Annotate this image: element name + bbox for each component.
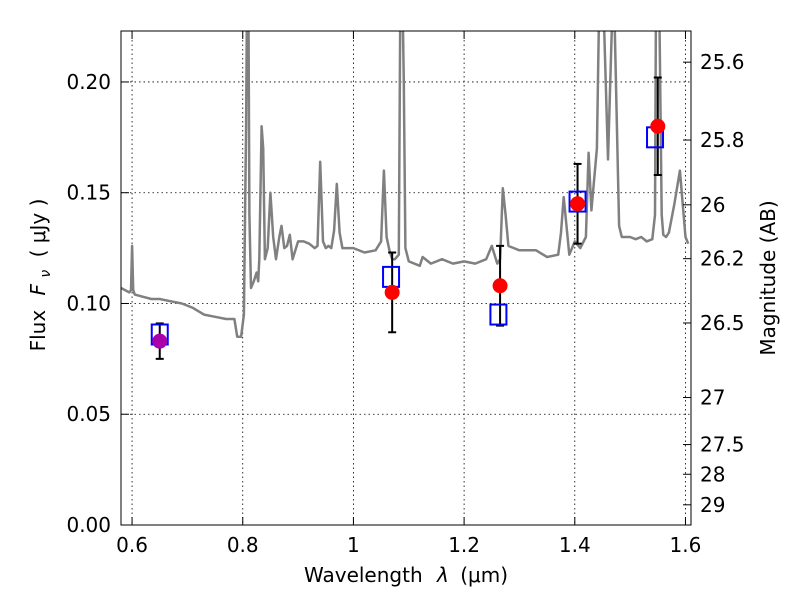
y-tick-label: 0.20 [66,70,111,94]
y2-tick-label: 25.6 [700,50,745,74]
y2-axis-title: Magnitude (AB) [756,200,780,355]
y2-tick-label: 26.2 [700,247,745,271]
y-axis-ticks: 0.00 0.05 0.10 0.15 0.20 [66,70,129,537]
x-tick-label: 1.2 [448,533,480,557]
x-axis-title: Wavelength λ (μm) [304,563,508,587]
model-square [382,265,401,288]
y-tick-label: 0.15 [66,181,111,205]
y2-tick-label: 27 [700,386,725,410]
y-tick-label: 0.10 [66,291,111,315]
x-tick-label: 0.8 [227,533,259,557]
y2-axis-ticks: 25.6 25.8 26 26.2 26.5 27 27.5 28 29 [683,50,745,517]
y-tick-label: 0.00 [66,513,111,537]
y-axis-title: Flux F ν ( μJy ) [26,199,55,352]
points-layer [150,76,666,360]
observed-point [384,284,400,300]
observed-point [650,118,666,134]
observed-point [152,333,168,349]
spectrum-line [121,31,690,338]
observed-point [492,278,508,294]
y2-tick-label: 28 [700,462,725,486]
y2-tick-label: 25.8 [700,128,745,152]
model-square [489,303,508,326]
spectrum-layer [121,31,690,338]
y2-tick-label: 27.5 [700,433,745,457]
x-tick-label: 1 [347,533,360,557]
x-axis-ticks: 0.6 0.8 1 1.2 1.4 1.6 [116,31,701,557]
observed-point [570,196,586,212]
plot-frame [120,30,692,526]
y2-tick-label: 26 [700,193,725,217]
model-square [568,190,587,213]
x-tick-label: 1.4 [559,533,591,557]
x-tick-label: 1.6 [670,533,702,557]
y-tick-label: 0.05 [66,402,111,426]
y2-tick-label: 26.5 [700,311,745,335]
y2-tick-label: 29 [700,493,725,517]
x-tick-label: 0.6 [116,533,148,557]
